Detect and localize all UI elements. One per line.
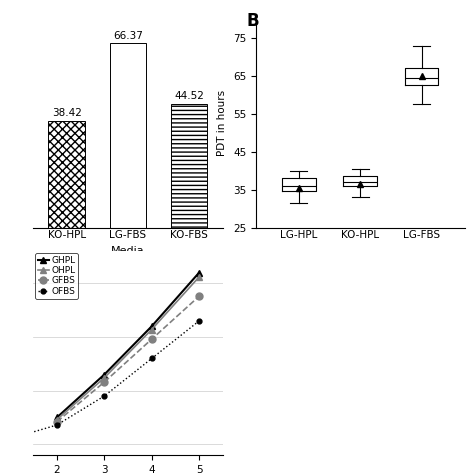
Text: 38.42: 38.42 <box>52 109 82 118</box>
Bar <box>109 43 146 228</box>
Legend: GHPL, OHPL, GFBS, OFBS: GHPL, OHPL, GFBS, OFBS <box>35 253 78 299</box>
Bar <box>48 121 85 228</box>
Bar <box>171 104 208 228</box>
Y-axis label: PDT in hours: PDT in hours <box>218 90 228 156</box>
X-axis label: Media: Media <box>111 246 145 256</box>
Text: B: B <box>246 12 259 30</box>
Text: 44.52: 44.52 <box>174 91 204 101</box>
Text: 66.37: 66.37 <box>113 31 143 41</box>
